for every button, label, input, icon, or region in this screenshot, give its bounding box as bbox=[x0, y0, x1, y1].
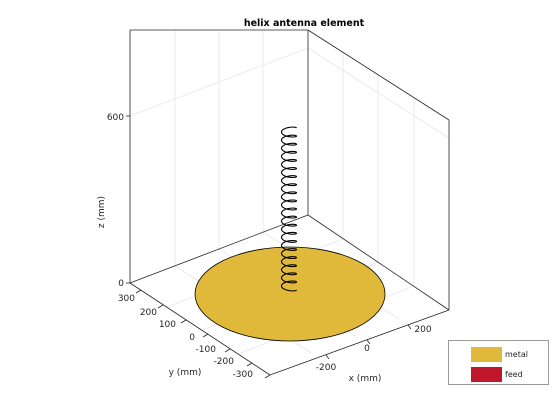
legend: metal feed bbox=[448, 340, 549, 385]
legend-item-feed: feed bbox=[471, 366, 523, 382]
z-tick-0: 0 bbox=[118, 279, 124, 289]
y-tick-300: 300 bbox=[118, 294, 135, 304]
legend-item-metal: metal bbox=[471, 346, 528, 362]
axis-box bbox=[129, 29, 450, 376]
x-tick-0: 0 bbox=[364, 344, 370, 354]
axes-3d: 600 0 z (mm) 300 200 100 0 -100 -200 -30… bbox=[97, 29, 450, 384]
y-tick-0: 0 bbox=[189, 333, 195, 343]
x-axis-label: x (mm) bbox=[349, 374, 382, 384]
z-axis-label: z (mm) bbox=[97, 196, 107, 228]
y-tick-minus-300: -300 bbox=[233, 370, 254, 380]
z-tick-600: 600 bbox=[107, 113, 124, 123]
y-axis-label: y (mm) bbox=[169, 368, 202, 378]
x-tick-200: 200 bbox=[414, 325, 431, 335]
y-tick-100: 100 bbox=[159, 320, 176, 330]
legend-label-metal: metal bbox=[505, 349, 528, 359]
legend-swatch-metal bbox=[471, 346, 502, 362]
x-tick-minus-200: -200 bbox=[316, 363, 337, 373]
y-tick-minus-100: -100 bbox=[196, 345, 217, 355]
figure-title: helix antenna element bbox=[244, 18, 365, 29]
helix-wire bbox=[280, 126, 298, 292]
y-tick-200: 200 bbox=[140, 308, 157, 318]
ground-plane bbox=[194, 246, 386, 342]
y-axis: 300 200 100 0 -100 -200 -300 y (mm) bbox=[118, 289, 271, 380]
z-axis: 600 0 z (mm) bbox=[97, 113, 130, 289]
legend-label-feed: feed bbox=[505, 369, 523, 379]
x-axis: -200 0 200 x (mm) bbox=[316, 324, 432, 384]
legend-swatch-feed bbox=[471, 366, 502, 382]
y-tick-minus-200: -200 bbox=[214, 357, 235, 367]
